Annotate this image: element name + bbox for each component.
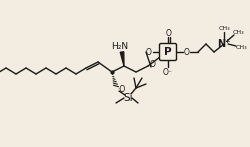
Text: O: O xyxy=(183,47,189,56)
Text: O⁻: O⁻ xyxy=(162,67,172,76)
Text: CH₃: CH₃ xyxy=(231,30,243,35)
Text: CH₃: CH₃ xyxy=(234,45,246,50)
FancyBboxPatch shape xyxy=(159,44,176,61)
Text: O: O xyxy=(150,60,155,69)
Text: Si: Si xyxy=(123,93,132,103)
Text: O: O xyxy=(166,29,171,37)
Text: O: O xyxy=(146,47,151,56)
Text: P: P xyxy=(164,47,171,57)
Text: H₂N: H₂N xyxy=(111,41,128,51)
Text: CH₃: CH₃ xyxy=(217,25,229,30)
Text: ·O: ·O xyxy=(116,85,125,93)
Polygon shape xyxy=(120,52,124,66)
Text: N⁺: N⁺ xyxy=(216,39,230,49)
